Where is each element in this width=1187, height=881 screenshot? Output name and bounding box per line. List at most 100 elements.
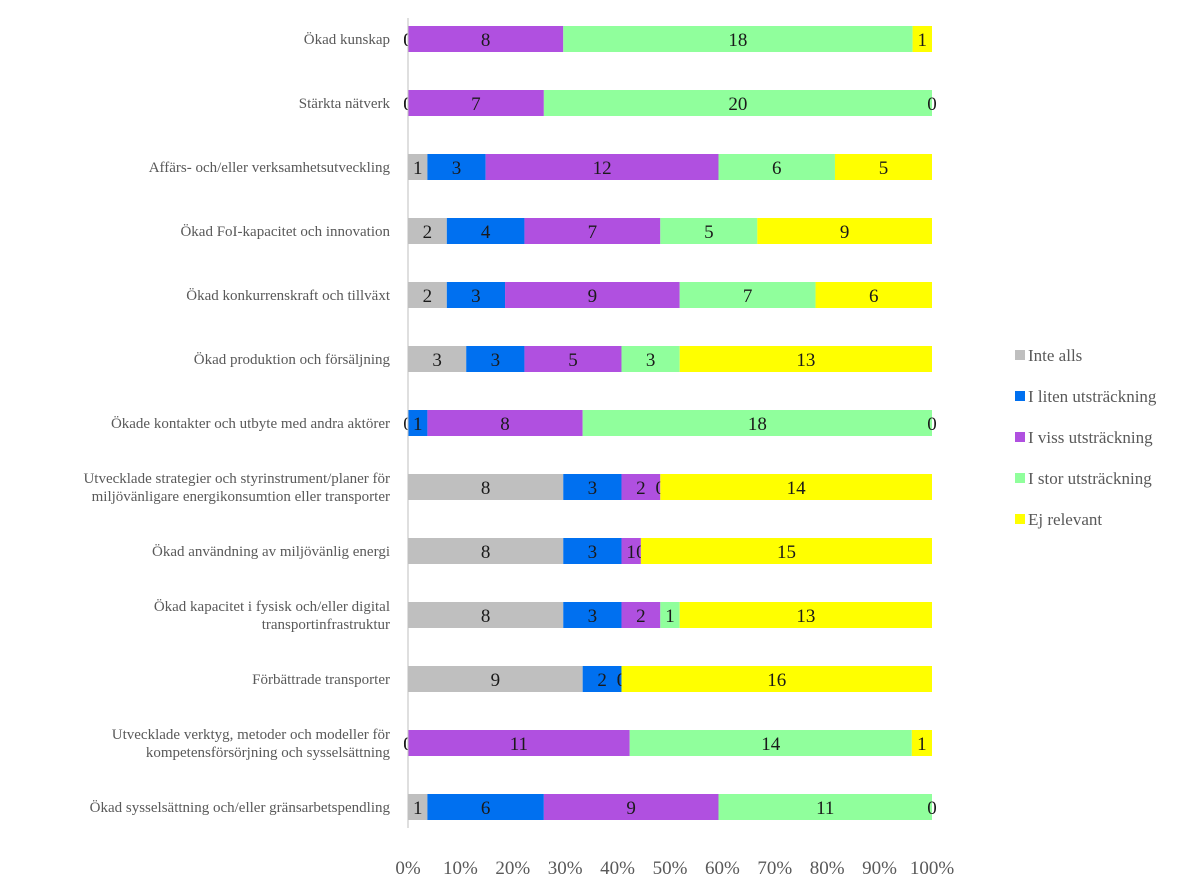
legend-swatch xyxy=(1015,473,1025,483)
data-label: 16 xyxy=(767,670,786,691)
category-label: Ökade kontakter och utbyte med andra akt… xyxy=(111,415,390,432)
data-label: 18 xyxy=(748,414,767,435)
x-tick-label: 0% xyxy=(395,858,421,879)
category-label: Affärs- och/eller verksamhetsutveckling xyxy=(149,160,391,176)
legend-entry: I viss utsträckning xyxy=(1028,428,1153,447)
data-label: 9 xyxy=(491,670,501,691)
bar-segment xyxy=(563,474,622,500)
bars-group: 0081810072001312652475923976335313018180… xyxy=(403,26,937,820)
data-label: 7 xyxy=(588,222,598,243)
data-label: 8 xyxy=(481,478,491,499)
data-label: 13 xyxy=(796,606,815,627)
data-label: 2 xyxy=(597,670,607,691)
bar-segment xyxy=(408,538,564,564)
data-label: 1 xyxy=(918,30,928,51)
x-tick-label: 60% xyxy=(705,858,740,879)
data-label: 11 xyxy=(510,734,528,755)
bar-segment xyxy=(408,282,447,308)
bar-segment xyxy=(621,538,641,564)
bar-segment xyxy=(621,474,661,500)
x-tick-label: 40% xyxy=(600,858,635,879)
data-label: 3 xyxy=(588,478,598,499)
category-label-line: transportinfrastruktur xyxy=(262,617,390,633)
category-label-line: kompetensförsörjning och sysselsättning xyxy=(146,745,391,761)
category-label-line: Affärs- och/eller verksamhetsutveckling xyxy=(149,160,391,176)
data-label: 5 xyxy=(704,222,714,243)
data-label: 9 xyxy=(626,798,636,819)
category-label: Utvecklade strategier och styrinstrument… xyxy=(83,471,390,505)
bar-segment xyxy=(834,154,932,180)
x-tick-label: 80% xyxy=(810,858,845,879)
data-label: 3 xyxy=(452,158,462,179)
data-label: 2 xyxy=(636,478,646,499)
bar-segment xyxy=(563,602,622,628)
data-label: 3 xyxy=(491,350,501,371)
bar-segment xyxy=(912,26,932,52)
bar-segment xyxy=(408,154,428,180)
data-label: 1 xyxy=(413,414,423,435)
bar-segment xyxy=(427,154,486,180)
category-label-line: Ökad användning av miljövänlig energi xyxy=(152,543,390,560)
category-label-line: Förbättrade transporter xyxy=(252,672,390,688)
data-label: 8 xyxy=(500,414,510,435)
data-label: 0 xyxy=(927,94,937,115)
data-label: 11 xyxy=(816,798,834,819)
data-label: 8 xyxy=(481,606,491,627)
bar-segment xyxy=(718,794,932,820)
bar-segment xyxy=(815,282,932,308)
bar-segment xyxy=(408,410,428,436)
category-label-line: Ökad sysselsättning och/eller gränsarbet… xyxy=(90,799,391,816)
bar-segment xyxy=(660,602,680,628)
data-label: 5 xyxy=(568,350,578,371)
data-label: 3 xyxy=(471,286,481,307)
category-label-line: Utvecklade strategier och styrinstrument… xyxy=(83,471,390,487)
data-label: 1 xyxy=(413,158,423,179)
bar-segment xyxy=(524,218,661,244)
data-label: 2 xyxy=(423,286,433,307)
bar-segment xyxy=(563,538,622,564)
data-label: 1 xyxy=(665,606,675,627)
bar-segment xyxy=(446,218,525,244)
data-label: 18 xyxy=(728,30,747,51)
data-label: 12 xyxy=(593,158,612,179)
bar-segment xyxy=(505,282,680,308)
data-label: 13 xyxy=(796,350,815,371)
bar-segment xyxy=(911,730,932,756)
category-label-line: Utvecklade verktyg, metoder och modeller… xyxy=(112,727,390,743)
x-tick-label: 70% xyxy=(757,858,792,879)
bar-segment xyxy=(679,282,816,308)
bar-segment xyxy=(660,218,758,244)
category-label: Ökad sysselsättning och/eller gränsarbet… xyxy=(90,799,391,816)
data-label: 2 xyxy=(636,606,646,627)
bar-segment xyxy=(629,730,912,756)
data-label: 5 xyxy=(879,158,889,179)
bar-segment xyxy=(427,410,583,436)
bar-segment xyxy=(621,602,661,628)
category-label-line: Ökad kapacitet i fysisk och/eller digita… xyxy=(154,598,390,615)
bar-segment xyxy=(718,154,835,180)
data-label: 9 xyxy=(588,286,598,307)
data-label: 20 xyxy=(728,94,747,115)
data-label: 0 xyxy=(927,414,937,435)
bar-segment xyxy=(408,346,467,372)
bar-segment xyxy=(408,90,544,116)
bar-segment xyxy=(485,154,719,180)
legend-entry: I stor utsträckning xyxy=(1028,469,1152,488)
data-label: 9 xyxy=(840,222,850,243)
category-label-line: Stärkta nätverk xyxy=(299,96,391,112)
bar-segment xyxy=(408,666,583,692)
data-label: 1 xyxy=(917,734,927,755)
category-label-line: Ökade kontakter och utbyte med andra akt… xyxy=(111,415,390,432)
x-tick-label: 20% xyxy=(495,858,530,879)
legend-entry: I liten utsträckning xyxy=(1028,387,1157,406)
data-label: 14 xyxy=(761,734,781,755)
data-label: 3 xyxy=(646,350,656,371)
data-label: 14 xyxy=(787,478,807,499)
bar-segment xyxy=(408,474,564,500)
legend-swatch xyxy=(1015,514,1025,524)
legend-swatch xyxy=(1015,391,1025,401)
bar-segment xyxy=(679,602,932,628)
legend-entry: Ej relevant xyxy=(1028,510,1102,529)
category-label: Förbättrade transporter xyxy=(252,672,390,688)
